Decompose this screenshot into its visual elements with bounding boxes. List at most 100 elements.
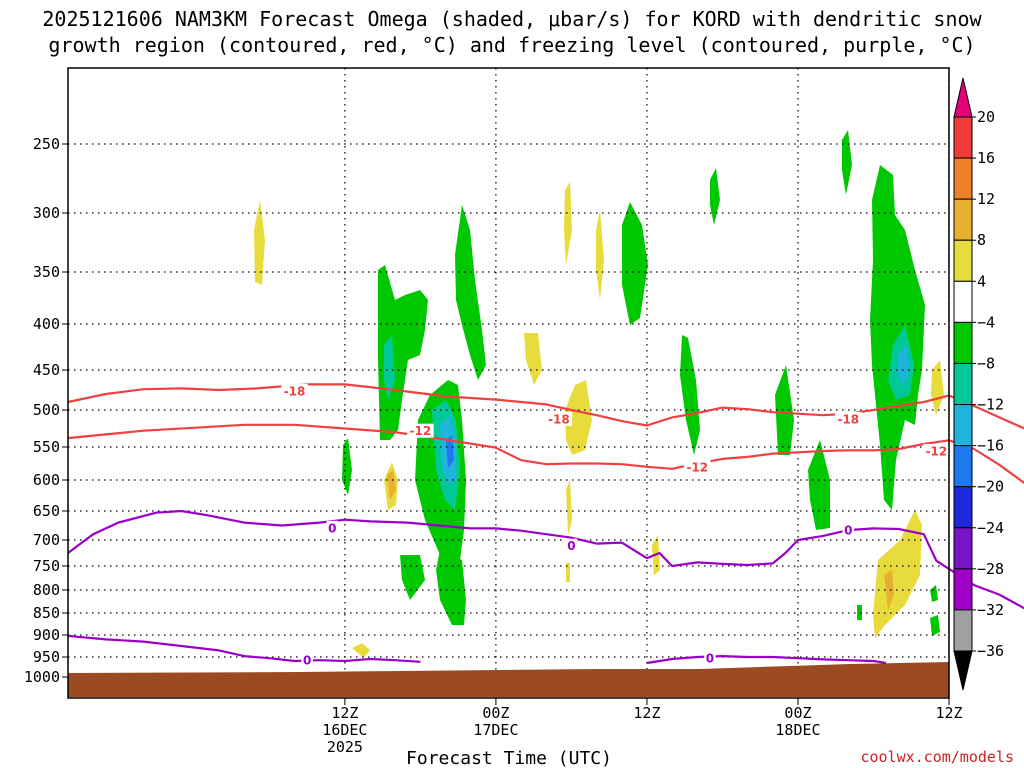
- omega-blob-yellow: [565, 380, 592, 455]
- colorbar-label: −24: [977, 519, 1004, 537]
- omega-blob-yellow: [873, 510, 922, 638]
- x-tick-label: 17DEC: [473, 721, 518, 739]
- colorbar-swatch: [953, 280, 973, 323]
- y-tick-label: 800: [33, 581, 60, 599]
- colorbar-swatch: [953, 609, 973, 652]
- omega-blob-green: [400, 555, 425, 600]
- colorbar-swatch: [953, 568, 973, 611]
- y-tick-label: 400: [33, 315, 60, 333]
- y-tick-label: 900: [33, 626, 60, 644]
- contour-line-freeze_lower: [67, 634, 421, 663]
- contour-label: -12: [410, 424, 432, 438]
- colorbar-label: −36: [977, 642, 1004, 660]
- colorbar-swatch: [953, 527, 973, 570]
- omega-blob-green: [622, 202, 648, 325]
- omega-blob-green: [808, 440, 830, 530]
- colorbar-label: −16: [977, 437, 1004, 455]
- y-tick-label: 500: [33, 401, 60, 419]
- contour-label-bg: [835, 411, 862, 426]
- contour-label-bg: [301, 653, 313, 668]
- terrain: [68, 662, 949, 697]
- contour-line-freeze_lower2: [646, 655, 887, 665]
- plot-area: -18 -18 -18 -12 -12 -12 0 0 0 0 0: [67, 67, 1024, 699]
- y-tick-label: 300: [33, 204, 60, 222]
- omega-blob-green: [436, 550, 466, 625]
- contour-label: -18: [548, 412, 570, 426]
- omega-blob-green: [857, 605, 862, 620]
- x-tick-label: 12Z: [633, 704, 660, 722]
- omega-blob-green: [680, 335, 700, 455]
- plot-background: [68, 68, 949, 698]
- omega-blob-yellow: [596, 210, 604, 300]
- contour-label-bg: [565, 538, 578, 553]
- y-tick-label: 750: [33, 557, 60, 575]
- contour-line-freeze_upper: [67, 509, 1024, 610]
- credit-text: coolwx.com/models: [860, 748, 1014, 766]
- y-tick-label: 350: [33, 263, 60, 281]
- colorbar-label: −20: [977, 478, 1004, 496]
- y-tick-label: 550: [33, 438, 60, 456]
- contour-line-dgz_-12: [67, 423, 1024, 484]
- omega-blob-yellow: [524, 333, 542, 385]
- x-tick-label: 12Z: [935, 704, 962, 722]
- plot-frame: [67, 67, 950, 699]
- colorbar-swatch: [953, 321, 973, 364]
- omega-blob-green: [710, 168, 720, 225]
- omega-blob-green: [930, 585, 938, 602]
- contour-line-dgz_-18: [67, 383, 1024, 430]
- y-tick-label: 250: [33, 135, 60, 153]
- y-tick-label: 450: [33, 361, 60, 379]
- colorbar-label: −28: [977, 560, 1004, 578]
- y-tick-label: 650: [33, 502, 60, 520]
- omega-blob-green: [775, 365, 794, 455]
- omega-blob-green: [842, 130, 852, 195]
- colorbar-swatch: [953, 362, 973, 406]
- y-tick-label: 700: [33, 531, 60, 549]
- contour-label-bg: [684, 459, 711, 474]
- colorbar-label: −12: [977, 396, 1004, 414]
- omega-blob-orange: [884, 570, 894, 610]
- contour-label: 0: [706, 651, 714, 665]
- contour-label: 0: [844, 524, 852, 538]
- contour-label-bg: [545, 411, 573, 426]
- omega-blob-yellow: [931, 360, 944, 415]
- y-tick-label: 950: [33, 648, 60, 666]
- x-tick-label: 2025: [327, 738, 363, 756]
- colorbar-swatch: [953, 486, 973, 529]
- chart-title-line2: growth region (contoured, red, °C) and f…: [48, 33, 975, 57]
- colorbar-swatch: [953, 157, 973, 200]
- contour-label: -18: [284, 384, 306, 398]
- contour-label-bg: [842, 523, 855, 538]
- omega-blob-green: [455, 205, 486, 380]
- contour-label: 0: [328, 521, 336, 535]
- omega-blob-blue: [898, 345, 910, 385]
- colorbar-label: 12: [977, 190, 995, 208]
- omega-blob-yellow: [566, 480, 572, 535]
- omega-blob-yellow: [564, 182, 572, 265]
- omega-blob-green: [930, 615, 940, 636]
- colorbar-swatch: [953, 198, 973, 241]
- contour-label: -12: [926, 444, 948, 458]
- colorbar: 20 16 12 8 4 −4 −8 −12 −16 −20 −24 −28 −32 −36: [953, 77, 1004, 691]
- omega-blob-orange: [387, 470, 396, 500]
- colorbar-label: −32: [977, 601, 1004, 619]
- contour-label-bg: [281, 383, 308, 398]
- chart-title-line1: 2025121606 NAM3KM Forecast Omega (shaded…: [42, 7, 982, 31]
- x-tick-label: 16DEC: [322, 721, 367, 739]
- colorbar-label: −4: [977, 313, 995, 331]
- contours: -18 -18 -18 -12 -12 -12 0 0 0 0 0: [67, 383, 1024, 668]
- omega-blob-yellow: [566, 563, 570, 582]
- contour-label: -12: [686, 460, 708, 474]
- x-tick-label: 00Z: [482, 704, 509, 722]
- colorbar-swatch: [953, 404, 973, 447]
- contour-label: 0: [567, 539, 575, 553]
- y-tick-label: 850: [33, 604, 60, 622]
- colorbar-label: 20: [977, 108, 995, 126]
- y-axis: 250 300 350 400 450 500 550 600 650 700 750 800 850 9…: [24, 135, 68, 686]
- omega-blob-yellow: [352, 643, 370, 658]
- colorbar-label: 4: [977, 272, 986, 290]
- contour-label: -18: [837, 412, 859, 426]
- colorbar-swatch: [953, 650, 973, 691]
